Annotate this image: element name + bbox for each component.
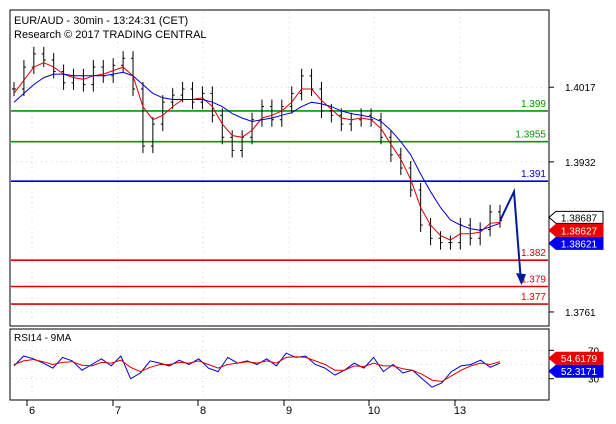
price-tags: 1.38687 1.38627 1.38621 54.6179 52.3171	[548, 210, 604, 378]
x-axis-ticks: 6 7 8 9 10 13	[26, 400, 466, 417]
y-tick-label: 1.3761	[565, 308, 596, 319]
forecast-arrow	[499, 187, 526, 286]
rsi-line-rsi-ma	[13, 356, 501, 383]
rsi-y-tick-label: 30	[588, 375, 600, 386]
price-tag-box	[548, 210, 604, 224]
x-tick-label: 13	[454, 405, 466, 417]
x-tick-label: 10	[368, 405, 380, 417]
rsi-tag-label: 52.3171	[561, 367, 598, 378]
x-tick-label: 7	[115, 405, 121, 417]
forecast-arrow-line	[499, 187, 522, 283]
level-label-1.391: 1.391	[521, 169, 546, 180]
rsi-tag-label: 54.6179	[561, 354, 598, 365]
x-tick-label: 8	[200, 405, 206, 417]
price-tag-label: 1.38621	[561, 239, 598, 250]
level-lines: 1.399 1.3955 1.391 1.382 1.379 1.377	[11, 99, 548, 305]
price-tag-box	[548, 236, 604, 250]
rsi-panel-frame	[9, 328, 550, 401]
rsi-tag-box	[548, 351, 604, 365]
level-label-1.377: 1.377	[521, 292, 546, 303]
rsi-lines	[13, 352, 501, 388]
chart-header-line1: EUR/AUD - 30min - 13:24:31 (CET)	[14, 15, 188, 27]
x-tick-label: 6	[29, 405, 35, 417]
forecast-arrow-head	[516, 273, 526, 286]
rsi-tag-box	[548, 364, 604, 378]
price-tag-label: 1.38687	[561, 213, 598, 224]
rsi-line-rsi	[13, 352, 501, 388]
y-tick-label: 1.4017	[565, 83, 596, 94]
price-candles	[12, 46, 502, 250]
series-line-moving-average-slow	[13, 71, 501, 231]
indicator-lines	[13, 62, 501, 241]
level-label-1.3955: 1.3955	[515, 130, 546, 141]
x-tick-label: 9	[286, 405, 292, 417]
price-tag-box	[548, 223, 604, 237]
y-tick-label: 1.3932	[565, 158, 596, 169]
level-label-1.399: 1.399	[521, 99, 546, 110]
grid	[11, 12, 548, 398]
level-label-1.382: 1.382	[521, 248, 546, 259]
level-label-1.379: 1.379	[521, 275, 546, 286]
chart-header-line2: Research © 2017 TRADING CENTRAL	[14, 29, 207, 41]
price-panel-frame	[9, 9, 550, 327]
rsi-panel-label: RSI14 - 9MA	[14, 333, 72, 344]
price-tag-label: 1.38627	[561, 226, 598, 237]
